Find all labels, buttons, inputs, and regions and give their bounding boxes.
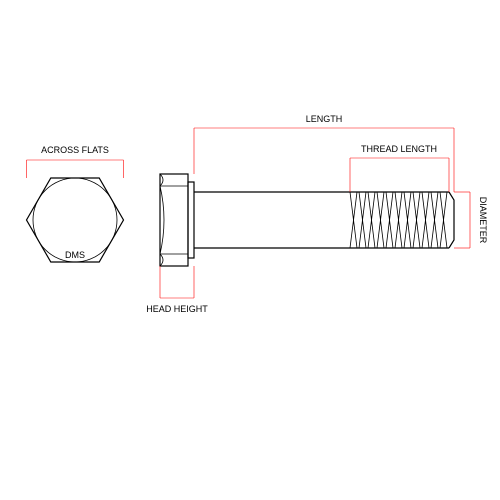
bolt-side-view bbox=[160, 174, 454, 266]
label-thread-length: THREAD LENGTH bbox=[361, 144, 437, 154]
label-dms: DMS bbox=[65, 250, 85, 260]
dim-head-height: HEAD HEIGHT bbox=[146, 266, 208, 314]
dim-diameter: DIAMETER bbox=[454, 192, 488, 248]
label-head-height: HEAD HEIGHT bbox=[146, 304, 208, 314]
thread-lines bbox=[350, 192, 447, 248]
label-length: LENGTH bbox=[306, 114, 343, 124]
label-diameter: DIAMETER bbox=[478, 197, 488, 244]
dim-across-flats: ACROSS FLATS bbox=[27, 145, 124, 178]
dim-thread-length: THREAD LENGTH bbox=[350, 144, 449, 192]
label-across-flats: ACROSS FLATS bbox=[41, 145, 109, 155]
bolt-dimension-diagram: ACROSS FLATS DMS bbox=[0, 0, 500, 500]
